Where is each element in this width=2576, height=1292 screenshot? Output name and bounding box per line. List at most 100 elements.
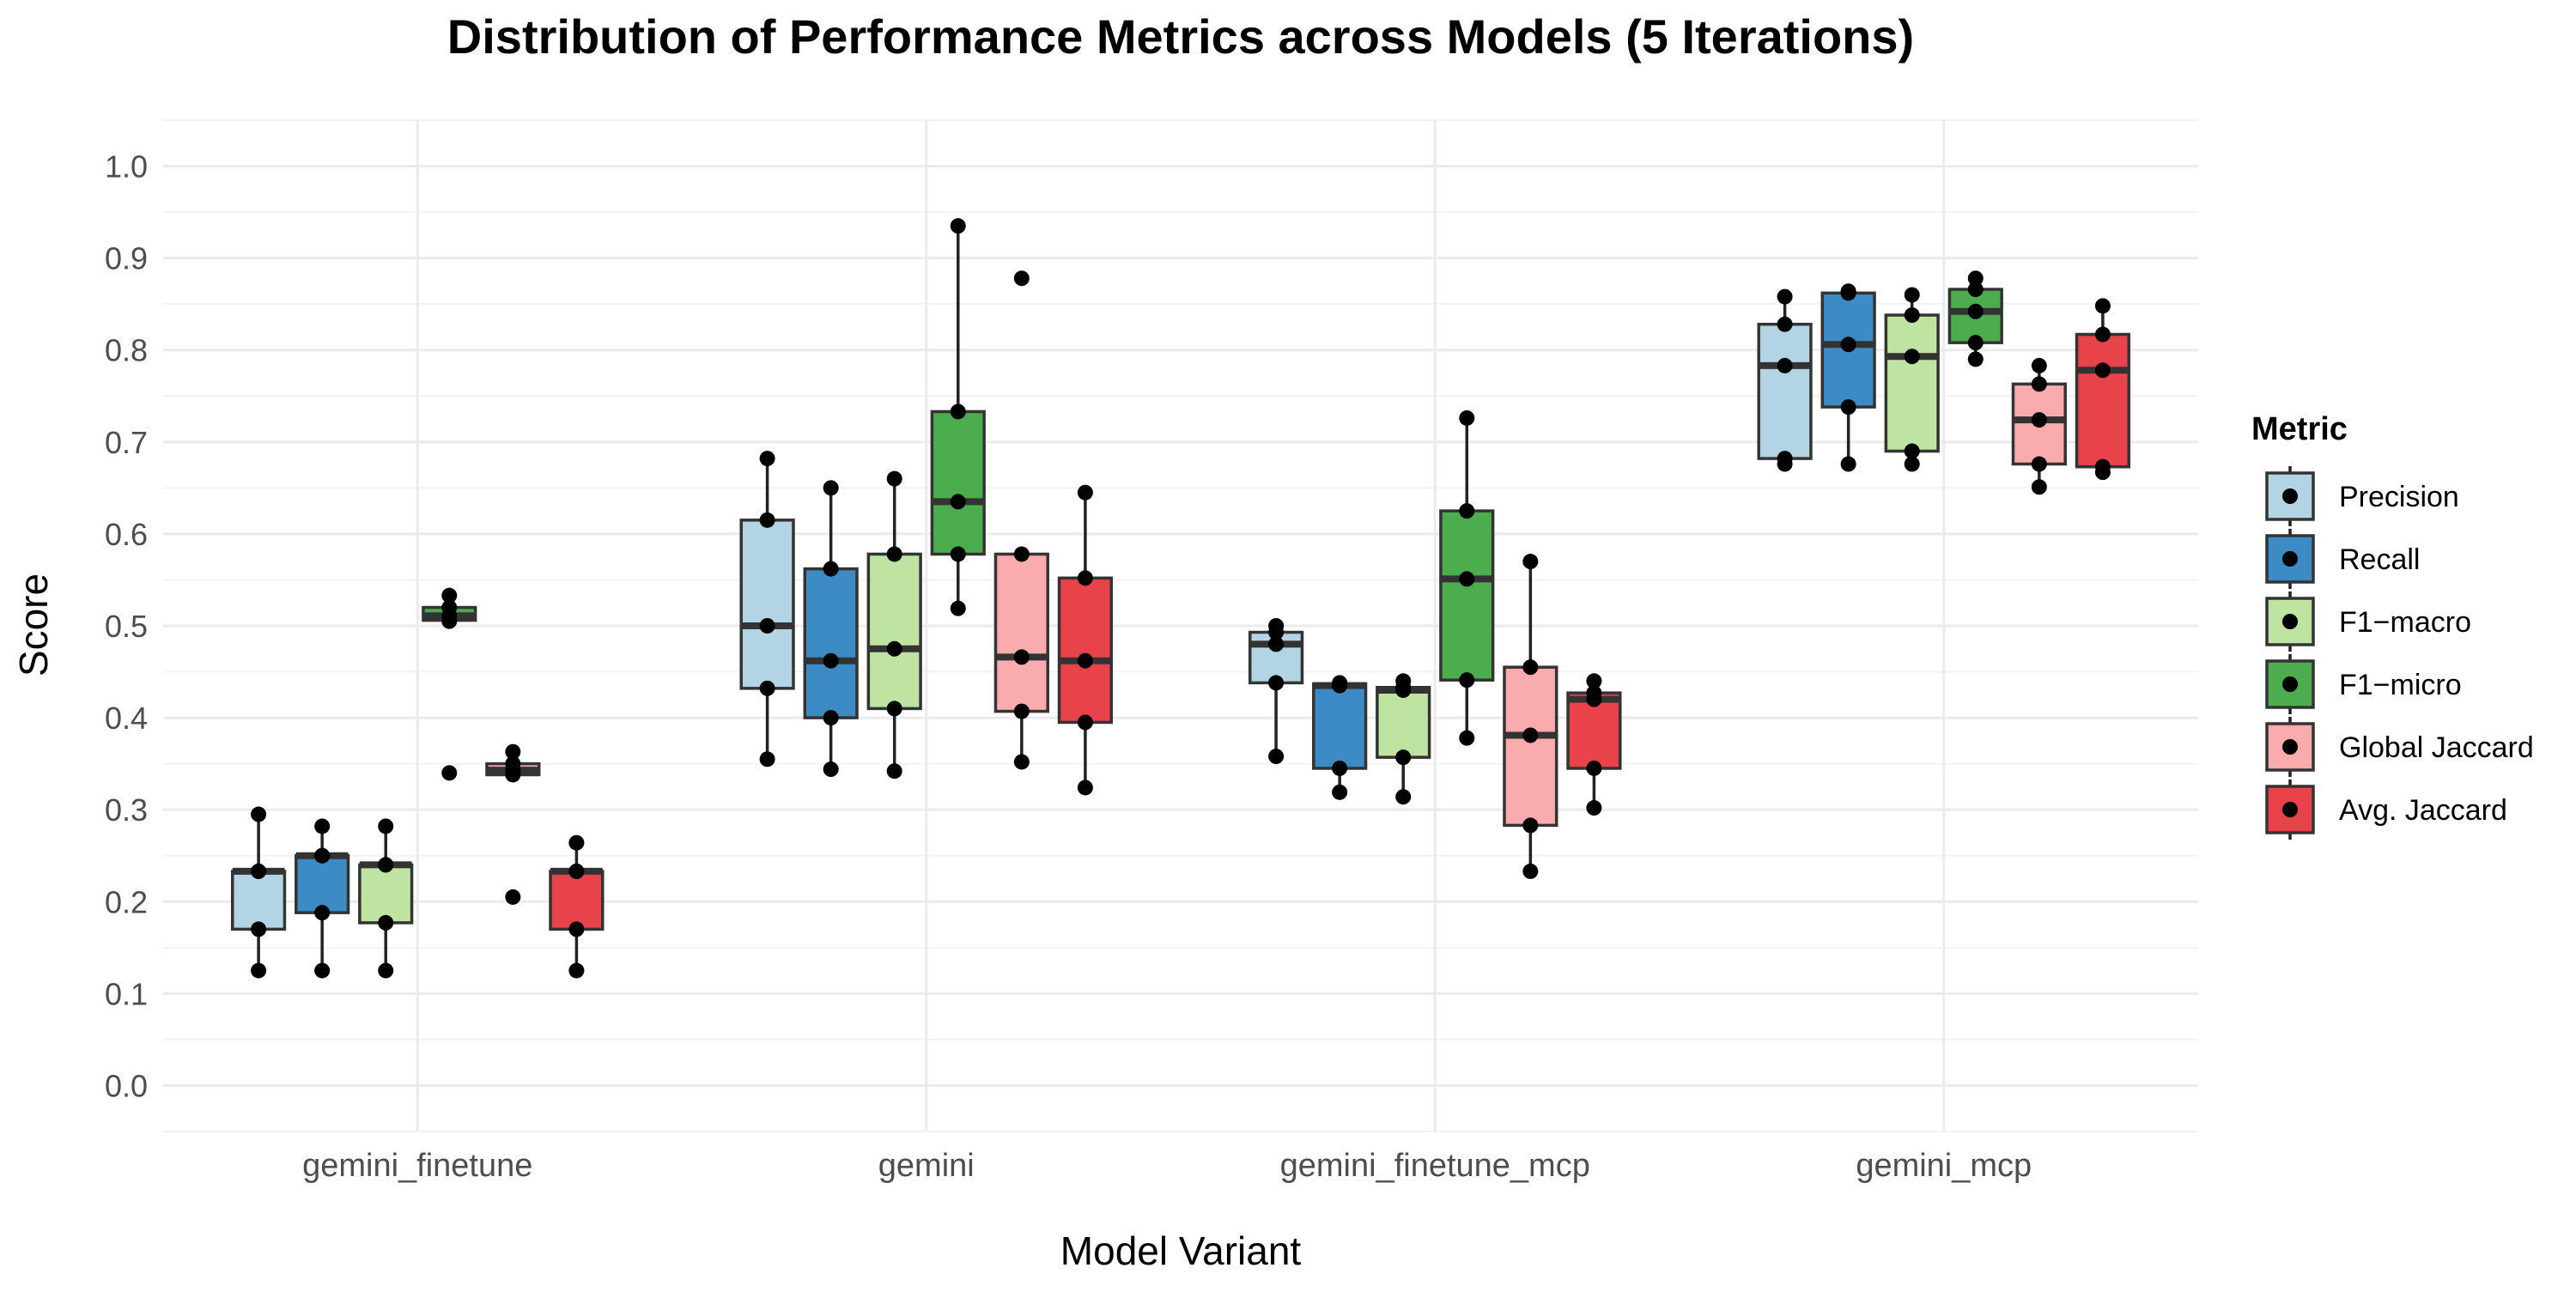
data-point bbox=[568, 921, 585, 937]
legend-key bbox=[2265, 722, 2315, 772]
box-group bbox=[1248, 618, 1304, 765]
data-point bbox=[441, 765, 458, 781]
legend-point bbox=[2282, 551, 2298, 567]
data-point bbox=[759, 751, 775, 767]
data-point bbox=[1967, 335, 1984, 351]
data-point bbox=[505, 889, 521, 905]
box bbox=[295, 853, 350, 914]
legend-label: Global Jaccard bbox=[2339, 731, 2534, 764]
legend-label: F1−macro bbox=[2339, 606, 2471, 639]
data-point bbox=[886, 546, 902, 562]
box-group bbox=[549, 834, 605, 979]
legend-item: F1−micro bbox=[2265, 654, 2462, 714]
data-point bbox=[1268, 749, 1285, 765]
data-point bbox=[568, 863, 585, 879]
legend-item: Global Jaccard bbox=[2265, 717, 2534, 777]
y-tick-label: 1.0 bbox=[105, 149, 148, 185]
data-point bbox=[1522, 817, 1539, 834]
data-point bbox=[1395, 673, 1412, 689]
data-point bbox=[378, 818, 394, 834]
data-point bbox=[1586, 760, 1602, 776]
data-point bbox=[314, 818, 331, 834]
data-point bbox=[1013, 754, 1030, 770]
data-point bbox=[1332, 784, 1348, 800]
data-point bbox=[1268, 636, 1285, 652]
box-group bbox=[295, 818, 350, 979]
data-point bbox=[886, 640, 902, 657]
box bbox=[1884, 313, 1940, 453]
data-point bbox=[886, 701, 902, 717]
data-point bbox=[251, 921, 267, 937]
data-point bbox=[2094, 362, 2111, 379]
data-point bbox=[823, 652, 839, 669]
box-group bbox=[1503, 554, 1558, 879]
box bbox=[358, 863, 414, 925]
plot-area: 0.0 0.1 0.2 0.3 0.4 0.5 0.6 0.7 0.8 0.9 1.0 gemini_… bbox=[105, 119, 2198, 1184]
x-tick-label: gemini bbox=[878, 1148, 975, 1184]
y-tick-label: 0.4 bbox=[105, 701, 148, 736]
data-point bbox=[314, 962, 331, 979]
data-point bbox=[1077, 652, 1093, 669]
data-point bbox=[759, 618, 775, 634]
data-point bbox=[314, 905, 331, 921]
data-point bbox=[1013, 649, 1030, 665]
box bbox=[993, 552, 1049, 713]
box-group bbox=[866, 470, 922, 779]
box bbox=[1439, 509, 1495, 682]
legend: Precision Recall F1−macro F1−micro Global Ja… bbox=[2265, 466, 2534, 840]
data-point bbox=[1586, 673, 1602, 689]
data-point bbox=[1904, 443, 1920, 459]
data-point bbox=[1459, 503, 1475, 519]
data-point bbox=[2031, 412, 2047, 428]
data-point bbox=[2094, 326, 2111, 343]
data-point bbox=[2031, 456, 2047, 472]
box-group bbox=[1057, 484, 1114, 796]
y-tick-label: 0.7 bbox=[105, 425, 148, 460]
legend-label: F1−micro bbox=[2339, 669, 2462, 701]
box-group bbox=[1757, 288, 1813, 472]
data-point bbox=[1395, 789, 1412, 805]
data-point bbox=[378, 962, 394, 979]
box-group bbox=[739, 451, 795, 767]
box bbox=[549, 870, 605, 931]
data-point bbox=[441, 599, 458, 616]
box-group bbox=[1376, 673, 1431, 805]
legend-point bbox=[2282, 802, 2298, 817]
legend-item: Precision bbox=[2265, 466, 2459, 526]
data-point bbox=[1332, 760, 1348, 776]
data-point bbox=[1904, 456, 1920, 472]
data-point bbox=[1777, 288, 1793, 305]
box bbox=[1503, 665, 1558, 828]
data-point bbox=[505, 755, 521, 772]
data-point bbox=[1077, 714, 1093, 731]
legend-label: Recall bbox=[2339, 543, 2420, 576]
data-point bbox=[1840, 337, 1856, 353]
data-point bbox=[1013, 546, 1030, 562]
data-point bbox=[1840, 283, 1856, 300]
data-point bbox=[1522, 727, 1539, 743]
data-point bbox=[1586, 685, 1602, 701]
legend-title: Metric bbox=[2251, 411, 2348, 447]
data-point bbox=[2031, 357, 2047, 373]
data-point bbox=[441, 587, 458, 604]
box bbox=[1376, 686, 1431, 759]
legend-label: Precision bbox=[2339, 481, 2459, 513]
data-point bbox=[759, 451, 775, 467]
data-point bbox=[505, 743, 521, 760]
data-point bbox=[1586, 800, 1602, 816]
data-point bbox=[2094, 458, 2111, 475]
box-group bbox=[1884, 287, 1940, 472]
box-group bbox=[358, 818, 414, 979]
box-group bbox=[485, 743, 541, 905]
legend-point bbox=[2282, 488, 2298, 504]
data-point bbox=[378, 914, 394, 931]
data-point bbox=[1268, 675, 1285, 691]
y-tick-label: 0.1 bbox=[105, 976, 148, 1011]
data-point bbox=[1077, 570, 1093, 586]
box bbox=[803, 567, 859, 719]
data-point bbox=[759, 680, 775, 696]
box-group bbox=[930, 218, 986, 616]
data-point bbox=[2094, 298, 2111, 314]
box bbox=[866, 552, 922, 711]
